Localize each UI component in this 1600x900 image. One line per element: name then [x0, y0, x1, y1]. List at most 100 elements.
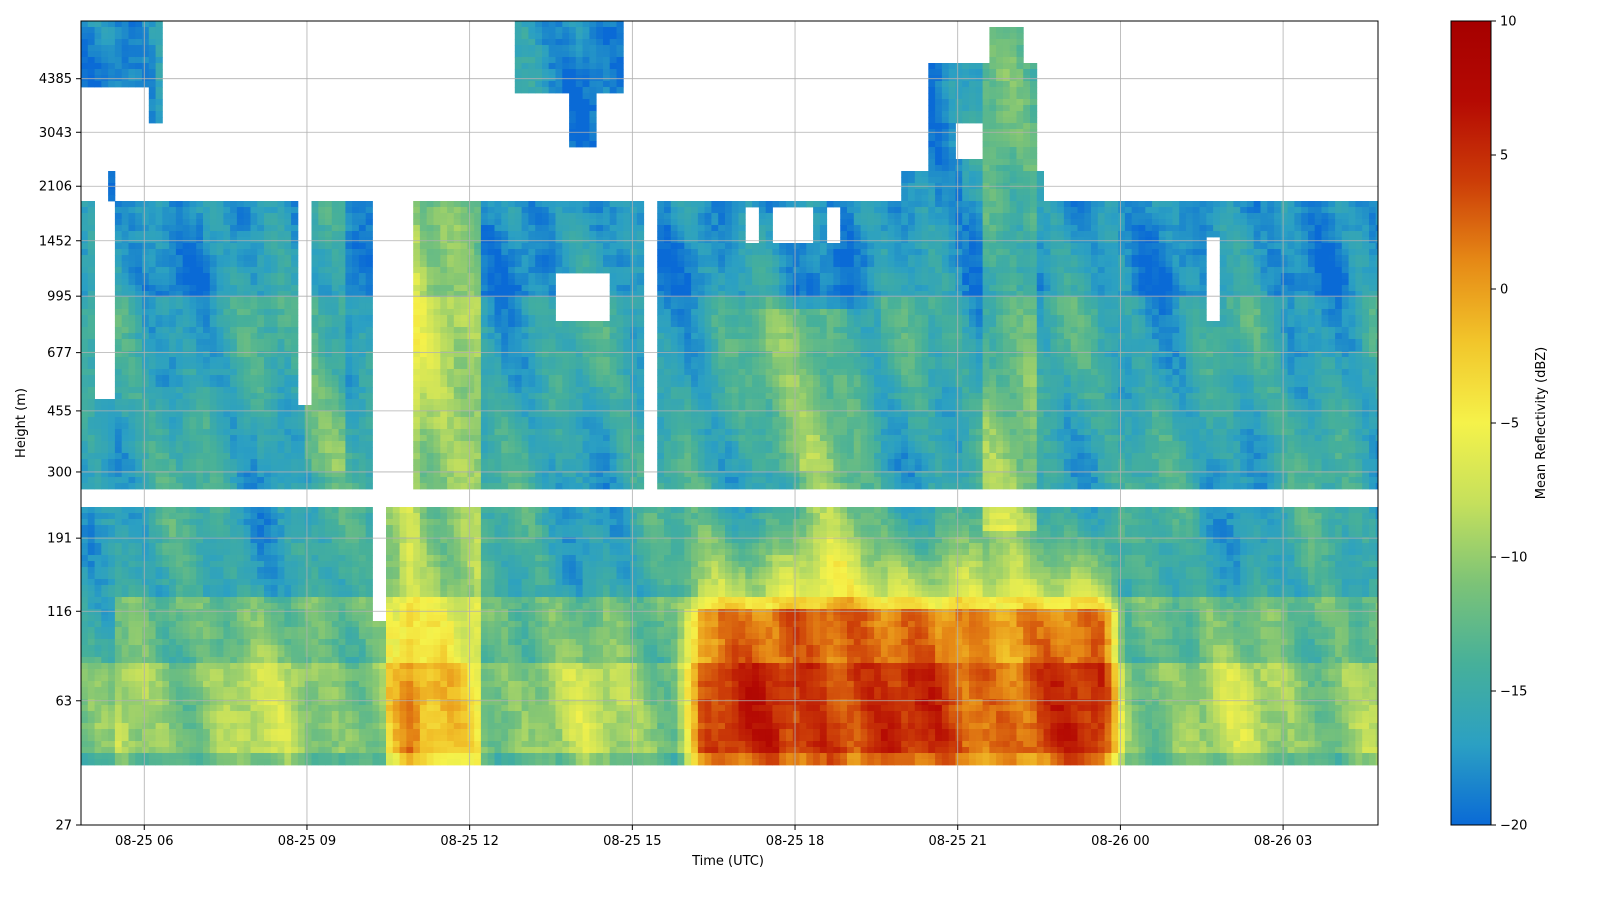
heatmap-cell — [81, 633, 88, 639]
heatmap-cell — [176, 429, 183, 435]
heatmap-cell — [156, 741, 163, 747]
heatmap-cell — [196, 429, 203, 435]
heatmap-cell — [251, 477, 258, 483]
heatmap-cell — [162, 507, 169, 513]
heatmap-cell — [244, 567, 251, 573]
heatmap-cell — [81, 693, 88, 699]
heatmap-cell — [237, 693, 244, 699]
heatmap-cell — [169, 417, 176, 423]
heatmap-cell — [223, 687, 230, 693]
heatmap-cell — [115, 723, 122, 729]
heatmap-cell — [162, 513, 169, 519]
heatmap-cell — [183, 297, 190, 303]
heatmap-cell — [196, 327, 203, 333]
heatmap-cell — [244, 681, 251, 687]
heatmap-cell — [122, 507, 129, 513]
heatmap-cell — [196, 645, 203, 651]
heatmap-cell — [203, 573, 210, 579]
heatmap-cell — [257, 669, 264, 675]
heatmap-cell — [162, 579, 169, 585]
heatmap-cell — [95, 555, 102, 561]
heatmap-cell — [223, 255, 230, 261]
heatmap-cell — [115, 681, 122, 687]
heatmap-cell — [210, 603, 217, 609]
heatmap-cell — [122, 741, 129, 747]
heatmap-cell — [176, 681, 183, 687]
heatmap-cell — [162, 705, 169, 711]
heatmap-cell — [129, 747, 136, 753]
heatmap-cell — [162, 411, 169, 417]
heatmap-cell — [142, 261, 149, 267]
heatmap-cell — [108, 543, 115, 549]
heatmap-cell — [190, 303, 197, 309]
heatmap-cell — [223, 285, 230, 291]
heatmap-cell — [88, 573, 95, 579]
heatmap-cell — [108, 759, 115, 765]
heatmap-cell — [244, 699, 251, 705]
heatmap-cell — [115, 243, 122, 249]
heatmap-cell — [251, 459, 258, 465]
heatmap-cell — [176, 213, 183, 219]
heatmap-cell — [176, 231, 183, 237]
heatmap-cell — [210, 249, 217, 255]
heatmap-cell — [115, 753, 122, 759]
heatmap-cell — [135, 651, 142, 657]
heatmap-cell — [81, 279, 88, 285]
heatmap-cell — [257, 603, 264, 609]
heatmap-cell — [108, 477, 115, 483]
heatmap-cell — [162, 357, 169, 363]
heatmap-cell — [230, 441, 237, 447]
heatmap-cell — [176, 309, 183, 315]
heatmap-cell — [108, 555, 115, 561]
heatmap-cell — [115, 519, 122, 525]
heatmap-cell — [251, 201, 258, 207]
heatmap-cell — [88, 255, 95, 261]
heatmap-cell — [81, 519, 88, 525]
heatmap-cell — [129, 477, 136, 483]
heatmap-cell — [230, 561, 237, 567]
heatmap-cell — [190, 573, 197, 579]
heatmap-cell — [203, 729, 210, 735]
heatmap-cell — [122, 675, 129, 681]
heatmap-cell — [257, 363, 264, 369]
heatmap-cell — [122, 615, 129, 621]
heatmap-cell — [115, 693, 122, 699]
heatmap-cell — [203, 525, 210, 531]
heatmap-cell — [223, 279, 230, 285]
heatmap-cell — [95, 447, 102, 453]
heatmap-cell — [122, 201, 129, 207]
heatmap-cell — [149, 723, 156, 729]
heatmap-cell — [162, 423, 169, 429]
heatmap-cell — [223, 693, 230, 699]
heatmap-cell — [183, 315, 190, 321]
heatmap-cell — [203, 441, 210, 447]
heatmap-cell — [210, 261, 217, 267]
heatmap-cell — [95, 81, 102, 87]
heatmap-cell — [81, 459, 88, 465]
heatmap-cell — [223, 675, 230, 681]
heatmap-cell — [122, 693, 129, 699]
heatmap-cell — [237, 723, 244, 729]
heatmap-cell — [156, 621, 163, 627]
heatmap-cell — [230, 585, 237, 591]
heatmap-cell — [162, 615, 169, 621]
heatmap-cell — [115, 477, 122, 483]
heatmap-cell — [176, 645, 183, 651]
heatmap-cell — [142, 663, 149, 669]
heatmap-cell — [101, 669, 108, 675]
heatmap-cell — [244, 363, 251, 369]
heatmap-cell — [169, 753, 176, 759]
heatmap-cell — [108, 573, 115, 579]
heatmap-cell — [217, 483, 224, 489]
heatmap-cell — [257, 543, 264, 549]
heatmap-cell — [122, 609, 129, 615]
heatmap-cell — [149, 591, 156, 597]
heatmap-cell — [95, 627, 102, 633]
heatmap-cell — [95, 435, 102, 441]
heatmap-cell — [162, 393, 169, 399]
heatmap-cell — [176, 267, 183, 273]
heatmap-cell — [230, 753, 237, 759]
heatmap-cell — [122, 321, 129, 327]
heatmap-cell — [176, 315, 183, 321]
heatmap-cell — [196, 285, 203, 291]
